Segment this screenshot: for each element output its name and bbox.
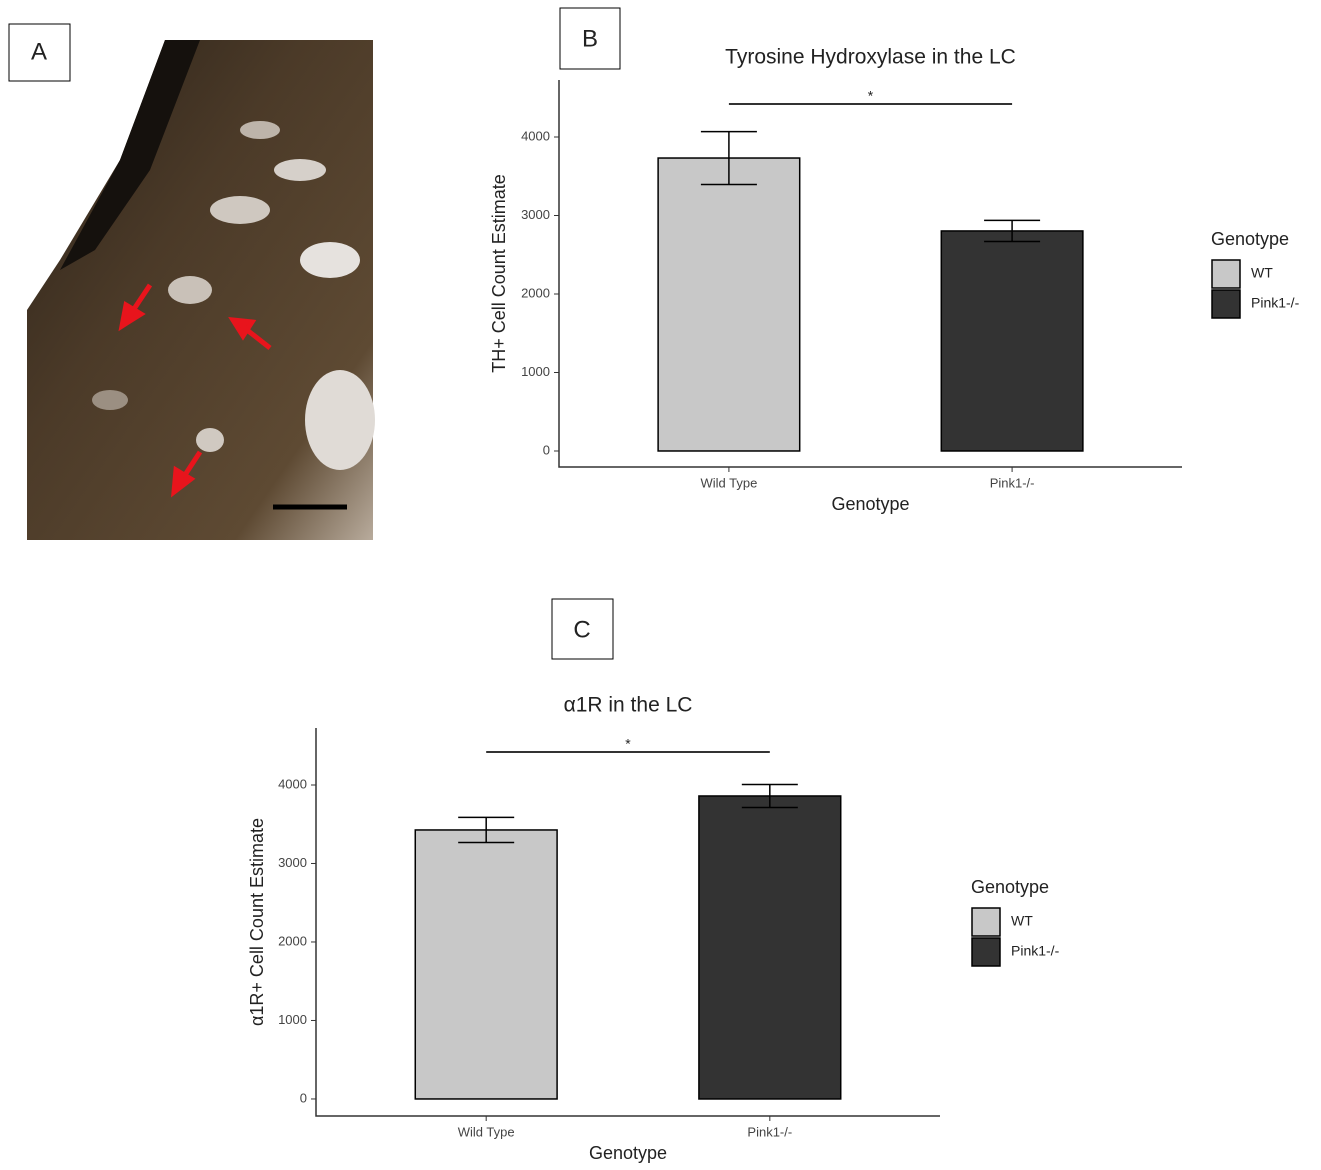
chart-title: Tyrosine Hydroxylase in the LC [725,46,1016,69]
x-axis-label: Genotype [831,494,909,514]
legend-label: WT [1251,265,1273,281]
x-axis-label: Genotype [589,1143,667,1163]
page: A B C Tyrosine Hydroxylase in the LC 0 100… [0,0,1321,1170]
y-axis-label: TH+ Cell Count Estimate [489,174,509,373]
legend-title: Genotype [971,877,1049,897]
y-tick-label: 3000 [278,855,307,870]
y-tick-label: 1000 [521,364,550,379]
y-tick-label: 2000 [521,285,550,300]
micrograph [27,40,375,540]
significance-label: * [868,88,874,104]
axes [316,728,940,1116]
bar [699,796,841,1099]
bar [415,830,557,1099]
legend-key [1212,260,1240,288]
axes [559,80,1182,467]
figure: A B C Tyrosine Hydroxylase in the LC 0 100… [0,0,1321,1165]
panel-label-c: C [552,599,613,659]
y-tick-label: 2000 [278,933,307,948]
y-tick-label: 4000 [278,776,307,791]
bar [941,231,1083,451]
legend-title: Genotype [1211,229,1289,249]
panel-label-b: B [560,8,620,69]
chart-title: α1R in the LC [564,694,693,717]
y-axis-label: α1R+ Cell Count Estimate [247,818,267,1026]
legend-key [972,938,1000,966]
legend-key [972,908,1000,936]
panel-label: A [31,38,47,65]
panel-label: B [582,25,598,52]
panel-label: C [573,616,590,643]
legend-label: Pink1-/- [1251,295,1300,311]
legend-label: WT [1011,913,1033,929]
y-tick-label: 0 [543,442,550,457]
x-tick-label: Pink1-/- [990,475,1035,490]
x-tick-label: Wild Type [700,475,757,490]
y-tick-label: 1000 [278,1012,307,1027]
bar [658,158,800,451]
y-tick-label: 4000 [521,128,550,143]
panel-label-a: A [9,24,70,81]
legend-label: Pink1-/- [1011,943,1060,959]
y-tick-label: 3000 [521,207,550,222]
x-tick-label: Wild Type [458,1124,515,1139]
significance-label: * [625,736,631,752]
legend-key [1212,290,1240,318]
y-tick-label: 0 [300,1090,307,1105]
x-tick-label: Pink1-/- [747,1124,792,1139]
